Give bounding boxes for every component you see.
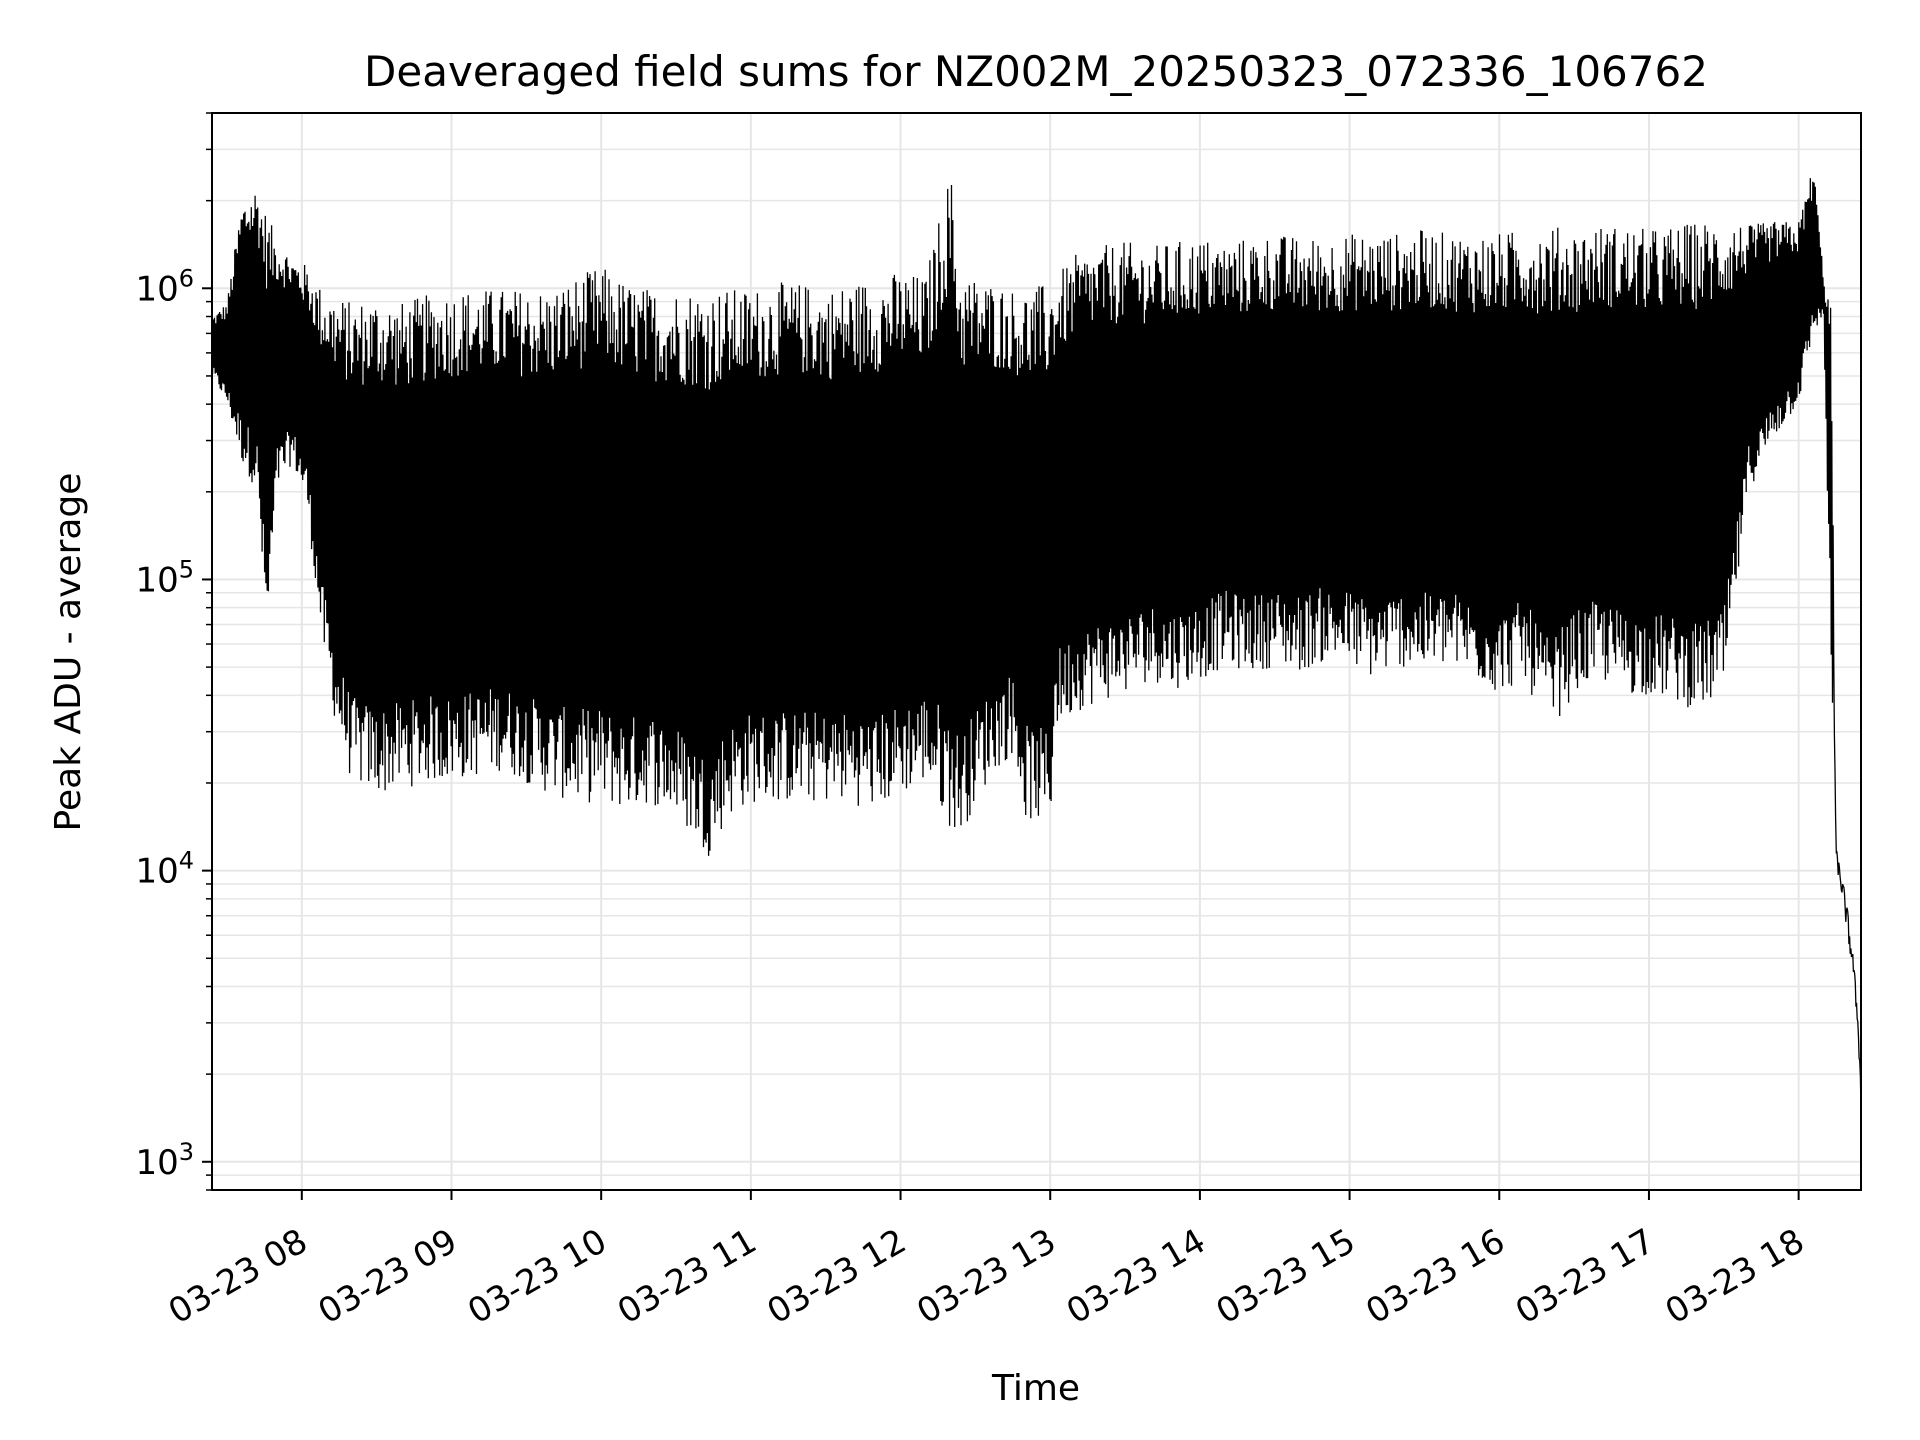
chart-title: Deaveraged field sums for NZ002M_2025032…: [364, 47, 1708, 96]
y-tick-label: 105: [135, 555, 194, 600]
y-tick-label: 106: [135, 264, 194, 309]
y-tick-label: 103: [135, 1138, 194, 1183]
axes-frame: [211, 112, 1862, 1191]
y-axis-label: Peak ADU - average: [48, 473, 89, 832]
y-tick-label: 104: [135, 847, 194, 892]
x-axis-label: Time: [991, 1368, 1080, 1409]
plot-area: [211, 178, 1862, 1114]
series-line: [211, 178, 1862, 1114]
y-axis: 103 104 105 106: [135, 112, 212, 1191]
